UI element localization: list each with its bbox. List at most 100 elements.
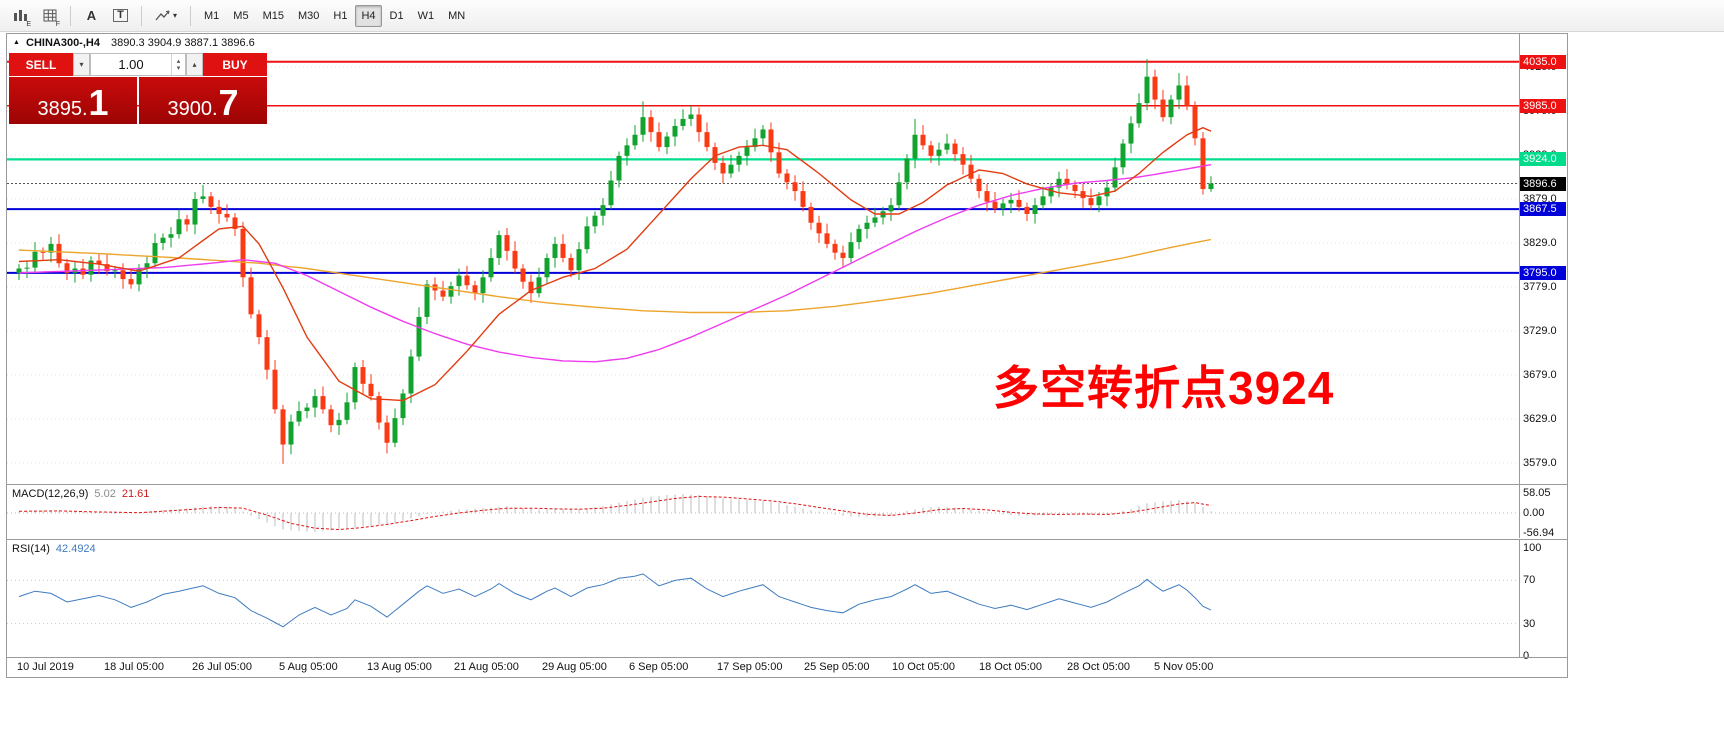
time-axis-label: 25 Sep 05:00 <box>804 661 870 673</box>
tf-button-m1[interactable]: M1 <box>198 5 225 27</box>
spinner-down-icon[interactable]: ▾ <box>176 64 181 72</box>
time-axis-label: 26 Jul 05:00 <box>192 661 252 673</box>
price-tick-label: 3729.0 <box>1523 325 1557 337</box>
candle-body <box>528 281 534 294</box>
candle-body <box>1184 85 1190 106</box>
buy-price-display[interactable]: 3900. 7 <box>139 77 267 124</box>
volume-step-up-button[interactable]: ▴ <box>186 53 203 76</box>
trend-annotation[interactable]: 多空转折点3924 <box>993 362 1335 414</box>
rsi-canvas[interactable] <box>7 540 1519 657</box>
text-tool-icon[interactable]: A <box>78 4 105 28</box>
collapse-arrow-icon[interactable]: ▲ <box>13 39 20 46</box>
candle-body <box>928 145 934 156</box>
sell-button[interactable]: SELL <box>9 53 73 76</box>
time-axis[interactable]: 10 Jul 2019 18 Jul 05:00 26 Jul 05:00 5 Aug… <box>7 659 1519 676</box>
grid-icon[interactable]: F <box>36 4 63 28</box>
time-axis-label: 28 Oct 05:00 <box>1067 661 1130 673</box>
spinner-up-icon[interactable]: ▴ <box>176 57 181 65</box>
price-level-badge: 4035.0 <box>1520 54 1566 69</box>
candle-body <box>840 252 846 258</box>
ma-red-line <box>18 126 1212 402</box>
candle-body <box>1176 85 1182 100</box>
candle-body <box>600 205 606 216</box>
line-studies-icon[interactable]: ▾ <box>149 4 183 28</box>
candle-body <box>48 243 54 253</box>
candle-body <box>680 118 686 126</box>
candle-body <box>816 222 822 234</box>
candle-body <box>912 134 918 159</box>
tf-button-w1[interactable]: W1 <box>412 5 441 27</box>
candle-body <box>992 201 998 209</box>
candle-body <box>304 407 310 412</box>
macd-axis[interactable]: 58.05 0.00 -56.94 <box>1519 485 1567 539</box>
candle-body <box>464 275 470 286</box>
ma-magenta-line <box>18 164 1212 363</box>
candle-body <box>616 155 622 181</box>
ohlc-values: 3890.3 3904.9 3887.1 3896.6 <box>111 37 255 49</box>
candle-body <box>176 219 182 235</box>
panel-divider[interactable] <box>7 484 1567 485</box>
tf-button-m5[interactable]: M5 <box>227 5 254 27</box>
candle-body <box>1080 191 1086 199</box>
time-axis-label: 10 Jul 2019 <box>17 661 74 673</box>
candle-body <box>368 383 374 397</box>
macd-title: MACD(12,26,9) 5.02 21.61 <box>12 488 149 500</box>
candle-body <box>16 268 22 273</box>
price-level-badge: 3795.0 <box>1520 265 1566 280</box>
candle-body <box>32 251 38 268</box>
candle-body <box>1136 103 1142 124</box>
macd-axis-label: 58.05 <box>1523 486 1551 499</box>
candle-body <box>120 270 126 280</box>
chart-bars-icon[interactable]: E <box>7 4 34 28</box>
candle-body <box>216 206 222 214</box>
candle-body <box>456 275 462 287</box>
tf-button-d1[interactable]: D1 <box>384 5 410 27</box>
rsi-axis[interactable]: 100 70 30 0 <box>1519 540 1567 662</box>
volume-input[interactable]: 1.00 ▴ ▾ <box>90 53 186 76</box>
tf-button-h1[interactable]: H1 <box>327 5 353 27</box>
candle-body <box>976 178 982 192</box>
text-label-icon[interactable]: T <box>107 4 134 28</box>
line-studies-glyph <box>155 10 170 20</box>
candle-body <box>808 206 814 223</box>
toolbar-separator <box>70 5 71 26</box>
time-axis-label: 13 Aug 05:00 <box>367 661 432 673</box>
candle-body <box>968 164 974 179</box>
sell-price-display[interactable]: 3895. 1 <box>9 77 137 124</box>
candle-body <box>1064 178 1070 185</box>
price-axis[interactable]: 4029.03979.03929.03879.03829.03779.03729… <box>1519 34 1567 484</box>
tf-button-m30[interactable]: M30 <box>292 5 325 27</box>
candle-body <box>648 117 654 133</box>
price-chart-canvas[interactable] <box>7 34 1519 484</box>
candle-body <box>552 243 558 258</box>
volume-step-down-button[interactable]: ▾ <box>73 53 90 76</box>
candle-body <box>192 199 198 225</box>
macd-canvas[interactable] <box>7 485 1519 538</box>
candle-body <box>248 277 254 315</box>
candle-body <box>336 419 342 426</box>
tf-button-m15[interactable]: M15 <box>257 5 290 27</box>
volume-spinner[interactable]: ▴ ▾ <box>171 54 185 75</box>
current-price-badge: 3896.6 <box>1520 176 1566 191</box>
candle-body <box>352 367 358 403</box>
candle-body <box>776 152 782 174</box>
candle-body <box>760 129 766 139</box>
rsi-axis-label: 30 <box>1523 617 1536 630</box>
toolbar-separator <box>190 5 191 26</box>
candle-body <box>40 251 46 253</box>
candle-body <box>984 191 990 202</box>
tf-button-mn[interactable]: MN <box>442 5 471 27</box>
candle-body <box>480 277 486 294</box>
panel-divider[interactable] <box>7 539 1567 540</box>
candle-body <box>952 143 958 155</box>
main-toolbar: E F A T ▾ M1 M5 M15 M30 H1 H4 D1 W1 MN <box>0 0 1724 32</box>
candle-body <box>832 243 838 253</box>
rsi-title: RSI(14) 42.4924 <box>12 543 96 555</box>
buy-button[interactable]: BUY <box>203 53 267 76</box>
price-tick-label: 3579.0 <box>1523 457 1557 469</box>
time-axis-label: 21 Aug 05:00 <box>454 661 519 673</box>
price-tick-label: 3829.0 <box>1523 237 1557 249</box>
tf-button-h4[interactable]: H4 <box>355 4 382 27</box>
ma-orange-line <box>18 238 1212 314</box>
candle-body <box>624 145 630 156</box>
